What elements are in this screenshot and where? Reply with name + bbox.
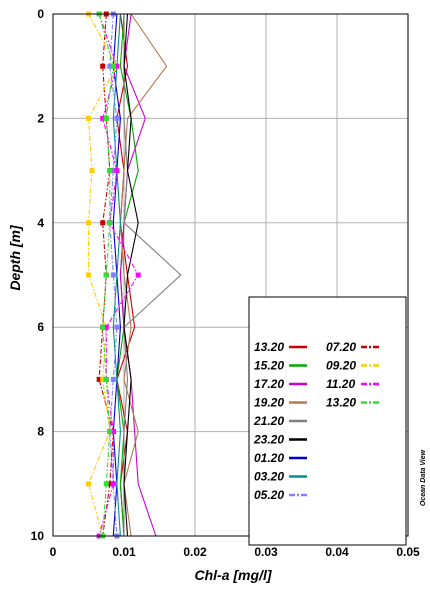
series-marker xyxy=(114,63,120,69)
series-marker xyxy=(110,481,116,487)
series-marker xyxy=(100,63,106,69)
y-tick-label: 4 xyxy=(37,216,44,230)
legend-label: 19.20 xyxy=(254,396,284,410)
series-marker xyxy=(100,324,106,330)
series-marker xyxy=(103,376,109,382)
series-marker xyxy=(107,429,113,435)
legend-label: 07.20 xyxy=(326,340,356,354)
legend-label: 09.20 xyxy=(326,359,356,373)
series-layer xyxy=(86,11,182,539)
series-marker xyxy=(100,220,106,226)
legend-label: 13.20 xyxy=(326,396,356,410)
series-line-10 xyxy=(98,13,114,537)
legend-label: 21.20 xyxy=(253,414,284,428)
series-marker xyxy=(135,272,141,278)
series-line-6 xyxy=(123,13,139,537)
legend-label: 01.20 xyxy=(254,451,284,465)
x-axis-ticks: 0 0.01 0.02 0.03 0.04 0.05 xyxy=(50,545,420,559)
series-marker xyxy=(114,115,120,121)
series-marker xyxy=(86,220,91,226)
series-marker xyxy=(103,115,109,121)
series-marker xyxy=(100,376,106,382)
series-line-3 xyxy=(119,13,157,537)
y-tick-label: 10 xyxy=(31,529,45,543)
series-marker xyxy=(107,481,113,487)
y-axis-ticks: 0 2 4 6 8 10 xyxy=(31,7,45,543)
credit-text: Ocean Data View xyxy=(420,449,427,506)
y-tick-label: 8 xyxy=(37,425,44,439)
series-line-9 xyxy=(109,13,118,537)
series-marker xyxy=(103,324,109,330)
series-marker xyxy=(110,376,116,382)
x-tick-label: 0.01 xyxy=(112,545,136,559)
y-axis-label: Depth [m] xyxy=(7,224,23,291)
legend-label: 11.20 xyxy=(326,377,355,391)
series-marker xyxy=(107,63,113,69)
series-marker xyxy=(103,272,109,278)
series-marker xyxy=(110,63,116,69)
legend-label: 15.20 xyxy=(254,359,284,373)
y-tick-label: 6 xyxy=(37,320,44,334)
y-tick-label: 0 xyxy=(37,7,44,21)
legend-label: 03.20 xyxy=(254,470,284,484)
y-tick-label: 2 xyxy=(37,111,44,125)
legend-box xyxy=(248,296,407,546)
plot-area xyxy=(52,11,409,539)
plot-frame xyxy=(52,13,409,537)
series-line-5 xyxy=(123,14,182,536)
series-marker xyxy=(86,481,91,487)
series-marker xyxy=(110,168,116,174)
series-marker xyxy=(100,115,106,121)
series-marker xyxy=(86,115,91,121)
x-tick-label: 0.04 xyxy=(325,545,349,559)
series-marker xyxy=(96,376,102,382)
x-tick-label: 0.02 xyxy=(183,545,207,559)
series-marker xyxy=(114,168,120,174)
series-marker xyxy=(86,272,91,278)
series-marker xyxy=(114,324,120,330)
series-marker xyxy=(110,429,116,435)
x-tick-label: 0.05 xyxy=(396,545,420,559)
x-axis-label: Chl-a [mg/l] xyxy=(195,567,273,583)
series-marker xyxy=(103,481,109,487)
x-tick-label: 0.03 xyxy=(254,545,278,559)
series-marker xyxy=(107,220,113,226)
legend-label: 05.20 xyxy=(254,488,284,502)
series-marker xyxy=(110,272,116,278)
legend-label: 17.20 xyxy=(254,377,284,391)
series-line-4 xyxy=(119,13,168,537)
legend-label: 23.20 xyxy=(253,433,284,447)
series-marker xyxy=(107,168,113,174)
series-marker xyxy=(89,168,95,174)
legend-label: 13.20 xyxy=(254,340,284,354)
x-tick-label: 0 xyxy=(50,545,57,559)
legend: 13.20 15.20 17.20 19.20 21.20 23.20 01.20 03.20… xyxy=(248,296,407,546)
